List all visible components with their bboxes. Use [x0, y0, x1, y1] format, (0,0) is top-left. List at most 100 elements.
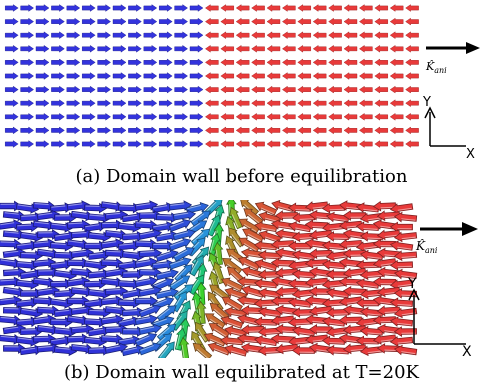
- spin-arrow: [297, 113, 311, 121]
- spin-arrow: [235, 4, 250, 12]
- spin-arrow-highlight: [170, 277, 184, 287]
- spin-arrow: [235, 113, 250, 121]
- spin-arrow-highlight: [123, 347, 138, 352]
- spin-arrow: [251, 4, 265, 12]
- spin-arrow: [342, 267, 367, 279]
- spin-arrow-highlight: [119, 205, 134, 207]
- spin-arrow-highlight: [17, 261, 32, 265]
- spin-arrow-highlight: [136, 317, 151, 321]
- spin-arrow-highlight: [119, 262, 134, 266]
- spin-arrow: [121, 269, 146, 280]
- spin-arrow: [359, 4, 373, 12]
- spin-arrow-highlight: [209, 338, 224, 346]
- spin-arrow: [221, 296, 243, 312]
- spin-arrow-highlight: [85, 319, 100, 322]
- spin-arrow: [282, 72, 296, 80]
- spin-arrow-highlight: [68, 203, 83, 207]
- spin-arrow-highlight: [34, 336, 49, 339]
- spin-arrow: [51, 126, 65, 135]
- spin-arrow: [389, 85, 404, 94]
- spin-arrow-highlight: [278, 206, 292, 211]
- spin-arrow-highlight: [244, 320, 258, 325]
- spin-arrow: [266, 140, 281, 148]
- spin-arrow-highlight: [380, 262, 395, 266]
- spin-arrow: [112, 17, 127, 26]
- spin-arrow: [389, 72, 404, 80]
- spin-arrow: [372, 200, 397, 212]
- spin-arrow-highlight: [260, 207, 275, 215]
- spin-arrow: [374, 72, 388, 80]
- spin-arrow: [112, 126, 127, 135]
- spin-arrow: [405, 17, 419, 26]
- spin-arrow: [83, 335, 108, 347]
- spin-arrow-highlight: [247, 233, 261, 242]
- spin-arrow: [189, 17, 204, 26]
- spin-arrow-highlight: [85, 224, 100, 228]
- spin-arrow-highlight: [295, 303, 310, 307]
- spin-arrow: [4, 45, 19, 53]
- spin-arrow-highlight: [136, 222, 151, 225]
- spin-arrow: [266, 4, 281, 12]
- spin-arrow: [342, 210, 366, 221]
- spin-arrow: [224, 287, 248, 301]
- spin-arrow-highlight: [243, 242, 257, 252]
- spin-arrow-highlight: [244, 339, 259, 343]
- spin-arrow-highlight: [401, 351, 416, 355]
- spin-arrow: [235, 72, 250, 80]
- spin-arrow: [338, 219, 363, 231]
- spin-arrow: [389, 140, 404, 148]
- spin-arrow: [328, 140, 342, 148]
- spin-arrow: [83, 260, 108, 271]
- spin-arrow: [389, 203, 414, 214]
- spin-arrow-highlight: [119, 338, 134, 342]
- spin-arrow-highlight: [89, 290, 104, 293]
- spin-arrow: [220, 126, 235, 135]
- spin-arrow: [389, 297, 414, 309]
- spin-arrow: [372, 276, 396, 288]
- spin-arrow: [97, 85, 111, 94]
- spin-arrow: [374, 85, 388, 94]
- spin-arrow-highlight: [106, 269, 121, 273]
- spin-arrow: [274, 267, 299, 279]
- spin-arrow-highlight: [123, 309, 138, 312]
- spin-arrow: [205, 31, 219, 39]
- spin-arrow-highlight: [17, 300, 32, 303]
- spin-arrow: [189, 85, 204, 94]
- spin-arrow-highlight: [157, 290, 172, 295]
- spin-arrow: [53, 326, 78, 338]
- spin-arrow: [192, 342, 213, 358]
- spin-arrow-highlight: [72, 326, 87, 330]
- spin-arrow: [66, 45, 81, 53]
- spin-arrow: [359, 85, 373, 94]
- spin-arrow: [172, 209, 197, 221]
- spin-arrow: [372, 314, 397, 326]
- spin-arrow: [274, 304, 299, 316]
- spin-arrow-highlight: [4, 212, 19, 215]
- spin-arrow-highlight: [89, 252, 104, 256]
- spin-arrow: [209, 284, 230, 301]
- spin-arrow: [20, 4, 34, 12]
- spin-arrow-highlight: [106, 231, 121, 234]
- spin-arrow: [254, 201, 278, 216]
- spin-arrow: [97, 113, 111, 121]
- spin-arrow: [66, 85, 81, 94]
- spin-arrow: [220, 72, 235, 80]
- spin-arrow: [359, 45, 373, 53]
- spin-arrow: [168, 218, 192, 233]
- spin-arrow: [128, 45, 142, 53]
- spin-arrow: [195, 300, 207, 325]
- spin-arrow: [389, 4, 404, 12]
- spin-arrow: [328, 99, 342, 107]
- spin-arrow: [155, 268, 179, 281]
- spin-arrow: [266, 58, 281, 67]
- spin-arrow: [189, 113, 204, 121]
- spin-arrow: [19, 307, 44, 319]
- spin-arrow: [359, 113, 373, 121]
- spin-arrow: [143, 72, 158, 80]
- spin-arrow: [376, 286, 401, 298]
- spin-arrow-highlight: [21, 271, 36, 275]
- spin-arrow-highlight: [197, 328, 207, 342]
- spin-arrow: [274, 210, 299, 221]
- spin-arrow-highlight: [333, 255, 348, 259]
- spin-arrow: [66, 99, 81, 107]
